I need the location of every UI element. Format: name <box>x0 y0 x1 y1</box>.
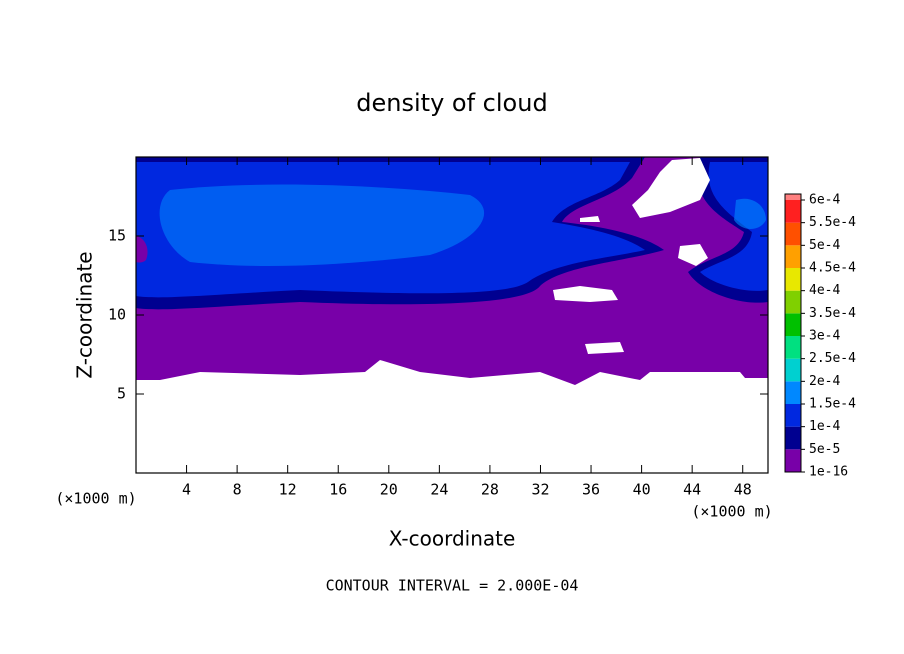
colorbar-label: 3.5e-4 <box>809 306 856 321</box>
colorbar-label: 1.5e-4 <box>809 397 856 412</box>
x-tick-label: 12 <box>279 481 297 499</box>
colorbar-label: 4.5e-4 <box>809 261 856 276</box>
contour-fill <box>159 184 485 266</box>
contour-fill <box>700 162 768 291</box>
colorbar-label: 5e-5 <box>809 442 840 457</box>
x-tick-label: 24 <box>430 481 448 499</box>
colorbar-band <box>785 268 801 291</box>
colorbar-band <box>785 313 801 336</box>
x-tick-label: 40 <box>633 481 651 499</box>
x-tick-label: 16 <box>329 481 347 499</box>
x-tick-label: 8 <box>233 481 242 499</box>
colorbar-band <box>785 404 801 427</box>
contour-hole <box>632 158 710 218</box>
colorbar-label: 4e-4 <box>809 283 840 298</box>
chart-title: density of cloud <box>356 89 547 117</box>
colorbar-label: 3e-4 <box>809 329 840 344</box>
footer: CONTOUR INTERVAL = 2.000E-04 <box>326 577 579 595</box>
contour-hole <box>553 286 618 302</box>
colorbar-label: 1e-16 <box>809 465 848 480</box>
x-tick-label: 28 <box>481 481 499 499</box>
contour-hole <box>678 244 708 266</box>
colorbar-label: 1e-4 <box>809 419 840 434</box>
contour-fill <box>734 198 766 229</box>
colorbar-label: 2.5e-4 <box>809 351 856 366</box>
contour-hole <box>580 216 600 222</box>
colorbar-label: 2e-4 <box>809 374 840 389</box>
colorbar-band <box>785 200 801 223</box>
colorbar-label: 5.5e-4 <box>809 215 856 230</box>
colorbar-band <box>785 449 801 472</box>
y-tick-label: 5 <box>117 385 126 403</box>
x-tick-label: 36 <box>582 481 600 499</box>
colorbar-band <box>785 245 801 268</box>
y-tick-label: 10 <box>108 306 126 324</box>
x-tick-label: 20 <box>380 481 398 499</box>
x-tick-label: 4 <box>182 481 191 499</box>
colorbar-cap <box>785 194 801 200</box>
colorbar-band <box>785 381 801 404</box>
contour-field <box>136 157 768 385</box>
x-tick-label: 48 <box>734 481 752 499</box>
x-tick-label: 44 <box>683 481 701 499</box>
y-tick-label: 15 <box>108 227 126 245</box>
y-axis-label: Z-coordinate <box>73 251 97 378</box>
contour-hole <box>585 342 624 354</box>
colorbar-frame <box>784 193 802 473</box>
colorbar-band <box>785 336 801 359</box>
x-axis-label: X-coordinate <box>389 527 516 551</box>
x-tick-label: 32 <box>531 481 549 499</box>
colorbar-band <box>785 426 801 450</box>
colorbar-label: 5e-4 <box>809 238 840 253</box>
x-unit: (×1000 m) <box>691 503 772 521</box>
colorbar-band <box>785 290 801 314</box>
colorbar-label: 6e-4 <box>809 193 840 208</box>
colorbar-band <box>785 358 801 382</box>
contour-fill <box>136 236 148 263</box>
colorbar-band <box>785 222 801 246</box>
y-unit: (×1000 m) <box>55 490 136 508</box>
